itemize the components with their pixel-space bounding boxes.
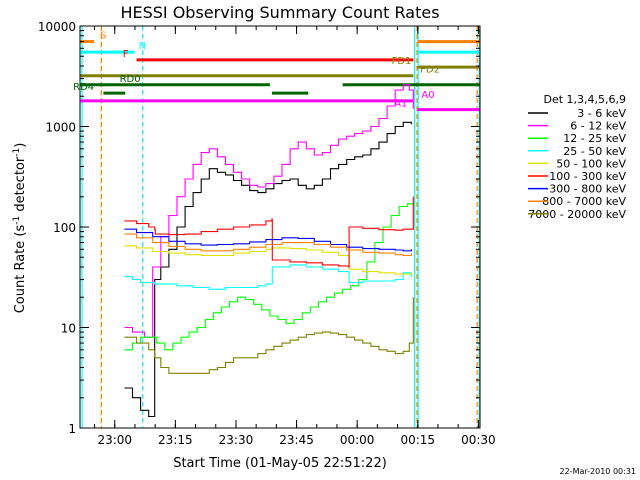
- y-tick-label-3: 1000: [45, 121, 76, 135]
- plot-frame: [79, 25, 481, 429]
- y-tick-label-1: 10: [61, 322, 76, 336]
- flag-bars: S NF FD1 FD2 RD0 RD4 A0 A1: [73, 31, 480, 112]
- y-tick-label-0: 1: [68, 422, 76, 436]
- legend-title: Det 1,3,4,5,6,9: [543, 93, 626, 106]
- y-tick-label-2: 100: [53, 221, 76, 235]
- x-tick-label-5: 00:15: [400, 433, 435, 447]
- x-tick-label-2: 23:30: [219, 433, 254, 447]
- flag-label-rd0: RD0: [120, 74, 141, 85]
- series-line-7: [124, 233, 412, 257]
- legend-label-2: 12 - 25 keV: [563, 132, 626, 145]
- legend-label-7: 800 - 7000 keV: [542, 195, 626, 208]
- flag-label-s: S: [100, 31, 106, 42]
- legend-label-0: 3 - 6 keV: [577, 107, 626, 120]
- series-line-6: [124, 228, 412, 252]
- flag-label-fd2: FD2: [420, 65, 440, 76]
- legend-label-3: 25 - 50 keV: [563, 145, 626, 158]
- flag-label-a0: A0: [421, 90, 434, 101]
- chart-title: HESSI Observing Summary Count Rates: [120, 3, 439, 22]
- series-line-8: [124, 297, 414, 374]
- legend-label-8: 7000 - 20000 keV: [528, 208, 626, 221]
- series-line-5: [124, 196, 414, 268]
- legend-label-5: 100 - 300 keV: [549, 170, 626, 183]
- x-tick-label-6: 00:30: [461, 433, 496, 447]
- series-line-4: [124, 245, 412, 275]
- flag-label-rd4: RD4: [73, 82, 94, 93]
- legend-label-1: 6 - 12 keV: [570, 120, 626, 133]
- vertical-markers: [81, 26, 480, 428]
- y-tick-label-4: 10000: [38, 20, 76, 34]
- y-axis-ticks: 1 10 100 1000 10000: [38, 20, 480, 436]
- flag-label-n: N: [139, 41, 146, 52]
- flag-label-fd1: FD1: [392, 56, 412, 67]
- x-tick-label-3: 23:45: [279, 433, 314, 447]
- x-tick-label-1: 23:15: [158, 433, 193, 447]
- legend-label-6: 300 - 800 keV: [549, 183, 626, 196]
- series-lines: [124, 84, 414, 418]
- y-axis-label: Count Rate (s-1 detector-1): [12, 143, 28, 314]
- x-axis-ticks: 23:00 23:15 23:30 23:45 00:00 00:15 00:30: [94, 26, 496, 447]
- x-tick-label-0: 23:00: [97, 433, 132, 447]
- series-line-2: [124, 203, 414, 351]
- series-line-3: [124, 264, 412, 290]
- series-line-0: [124, 121, 412, 418]
- series-line-1: [124, 84, 414, 338]
- legend-label-4: 50 - 100 keV: [556, 157, 626, 170]
- x-tick-label-4: 00:00: [340, 433, 375, 447]
- x-axis-label: Start Time (01-May-05 22:51:22): [173, 456, 387, 471]
- footer-timestamp: 22-Mar-2010 00:31: [560, 467, 637, 476]
- flag-label-f: F: [123, 49, 129, 60]
- flag-label-a1: A1: [394, 99, 407, 110]
